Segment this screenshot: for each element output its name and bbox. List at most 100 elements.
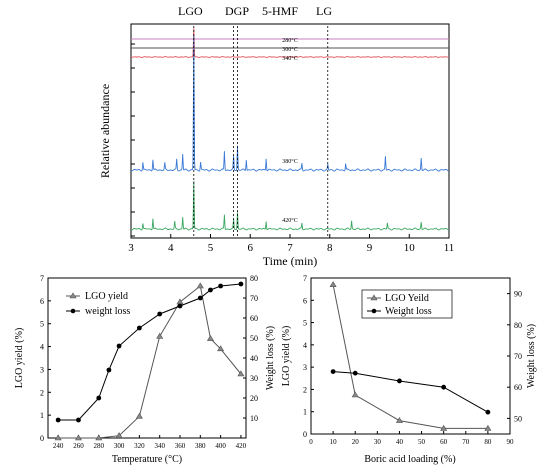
temperature-ticks: 240 260 280 300 320 340 360 380 400 420 0 1 2 3 4 5 6 7 10…: [40, 274, 258, 450]
boric-y2-tick-label: 60: [514, 383, 522, 392]
marker-label-dgp: DGP: [225, 4, 249, 18]
temperature-y2-tick-label: 50: [250, 334, 258, 343]
temperature-y2-tick-label: 10: [250, 414, 258, 423]
temperature-y2-tick-label: 70: [250, 294, 258, 303]
boric-point-lgo-yeild: [351, 391, 359, 398]
temperature-y2-tick-label: 40: [250, 354, 258, 363]
temperature-point-weight-loss: [238, 281, 244, 287]
temperature-y-tick-label: 6: [40, 297, 44, 306]
boric-x-tick-label: 70: [462, 438, 470, 446]
boric-x-tick-label: 60: [440, 438, 448, 446]
temperature-point-lgo-yield: [115, 432, 123, 439]
temperature-point-weight-loss: [55, 417, 61, 423]
boric-series: [329, 281, 492, 431]
chromatogram-x-tick-label: 11: [444, 242, 455, 254]
boric-y-tick-label: 3: [303, 363, 307, 372]
boric-y-tick-label: 0: [303, 430, 307, 439]
temperature-point-lgo-yield: [217, 345, 225, 352]
chromatogram-x-tick-label: 8: [327, 242, 333, 254]
boric-x-tick-label: 40: [396, 438, 404, 446]
temperature-point-weight-loss: [116, 343, 122, 349]
marker-label-5-hmf: 5-HMF: [262, 4, 298, 18]
boric-point-lgo-yeild: [440, 424, 448, 431]
legend-lgo-yield: LGO yield: [85, 291, 128, 302]
legend-weight-loss: weight loss: [85, 306, 130, 317]
trace-label-380c: 380°C: [282, 158, 297, 165]
boric-x-tick-label: 80: [484, 438, 492, 446]
boric-point-weight-loss: [397, 378, 402, 384]
trace-label-280c: 280°C: [282, 37, 297, 44]
temperature-x-tick-label: 340: [154, 442, 165, 450]
boric-y2-tick-label: 50: [514, 414, 522, 423]
marker-label-lgo: LGO: [178, 4, 203, 18]
boric-y-tick-label: 4: [303, 341, 307, 350]
temperature-y-tick-label: 2: [40, 388, 44, 397]
boric-x-axis-label: Boric acid loading (%): [364, 454, 455, 465]
temperature-y-tick-label: 5: [40, 320, 44, 329]
boric-panel: 0 10 20 30 40 50 60 70 80 90 0 1 2 3 4 5 6 7 50 60 70 80 90 LG…: [281, 274, 537, 465]
temperature-y-tick-label: 4: [40, 343, 44, 352]
boric-y-tick-label: 1: [303, 408, 307, 417]
temperature-x-tick-label: 380: [195, 442, 206, 450]
chromatogram-y-ticks: [131, 43, 135, 237]
temperature-x-tick-label: 420: [236, 442, 247, 450]
trace-label-420c: 420°C: [282, 217, 297, 224]
temperature-point-lgo-yield: [196, 282, 204, 289]
temperature-x-tick-label: 280: [94, 442, 105, 450]
trace-420c: [130, 180, 449, 231]
boric-x-tick-label: 0: [309, 438, 313, 446]
temperature-plot-frame: [47, 277, 247, 439]
boric-y2-tick-label: 90: [514, 290, 522, 299]
trace-label-340c: 340°C: [282, 55, 297, 62]
chromatogram-marker-lines: LGO DGP 5-HMF LG: [178, 4, 332, 238]
temperature-y-tick-label: 7: [40, 274, 44, 283]
temperature-x-axis-label: Temperature (°C): [112, 454, 182, 465]
chromatogram-traces: 280°C 300°C 340°C 380°C 420°C: [130, 28, 449, 231]
temperature-y-tick-label: 0: [40, 434, 44, 443]
chromatogram-x-tick-label: 9: [367, 242, 373, 254]
trace-380c: [130, 34, 449, 172]
chromatogram-y-axis-label: Relative abundance: [98, 84, 112, 178]
temperature-x-tick-label: 260: [73, 442, 84, 450]
temperature-point-weight-loss: [157, 311, 163, 317]
chromatogram-x-tick-label: 6: [248, 242, 254, 254]
temperature-y-tick-label: 3: [40, 365, 44, 374]
temperature-legend: LGO yield weight loss: [66, 291, 130, 317]
chromatogram-x-tick-label: 3: [128, 242, 134, 254]
temperature-x-tick-label: 400: [215, 442, 226, 450]
legend-weight-loss-boric: Weight loss: [385, 306, 432, 317]
temperature-point-weight-loss: [136, 325, 142, 331]
temperature-y2-tick-label: 20: [250, 394, 258, 403]
temperature-panel: 240 260 280 300 320 340 360 380 400 420 0 1 2 3 4 5 6 7 10…: [14, 274, 276, 465]
temperature-x-tick-label: 360: [175, 442, 186, 450]
temperature-point-lgo-yield: [135, 412, 143, 419]
temperature-line-weight-loss: [58, 283, 241, 421]
boric-x-tick-label: 30: [374, 438, 382, 446]
temperature-point-lgo-yield: [237, 370, 245, 377]
boric-x-tick-label: 50: [418, 438, 426, 446]
boric-point-lgo-yeild: [329, 281, 337, 287]
boric-x-tick-label: 10: [330, 438, 338, 446]
temperature-y-tick-label: 1: [40, 411, 44, 420]
temperature-y2-axis-label: Weight loss (%): [265, 326, 276, 390]
trace-340c: [130, 28, 449, 58]
temperature-x-tick-label: 320: [134, 442, 145, 450]
boric-ticks: 0 10 20 30 40 50 60 70 80 90 0 1 2 3 4 5 6 7 50 60 70 80 90: [303, 274, 522, 446]
temperature-y-axis-label: LGO yield (%): [14, 328, 25, 389]
boric-x-tick-label: 20: [352, 438, 360, 446]
boric-point-weight-loss: [352, 370, 358, 376]
boric-point-lgo-yeild: [484, 424, 492, 431]
temperature-point-weight-loss: [76, 417, 81, 423]
temperature-y2-tick-label: 80: [250, 274, 258, 283]
boric-legend: LGO Yeild Weight loss: [361, 289, 453, 319]
boric-y-tick-label: 7: [303, 274, 307, 283]
temperature-point-weight-loss: [106, 367, 112, 373]
temperature-point-lgo-yield: [156, 332, 164, 339]
boric-point-lgo-yeild: [395, 417, 403, 423]
temperature-point-lgo-yield: [74, 434, 82, 441]
temperature-point-lgo-yield: [95, 434, 103, 441]
chromatogram-x-ticks: 3 4 5 6 7 8 9 10 11: [128, 234, 454, 254]
boric-y-tick-label: 5: [303, 319, 307, 328]
boric-y-tick-label: 6: [303, 296, 307, 305]
legend-lgo-yeild: LGO Yeild: [385, 293, 429, 304]
